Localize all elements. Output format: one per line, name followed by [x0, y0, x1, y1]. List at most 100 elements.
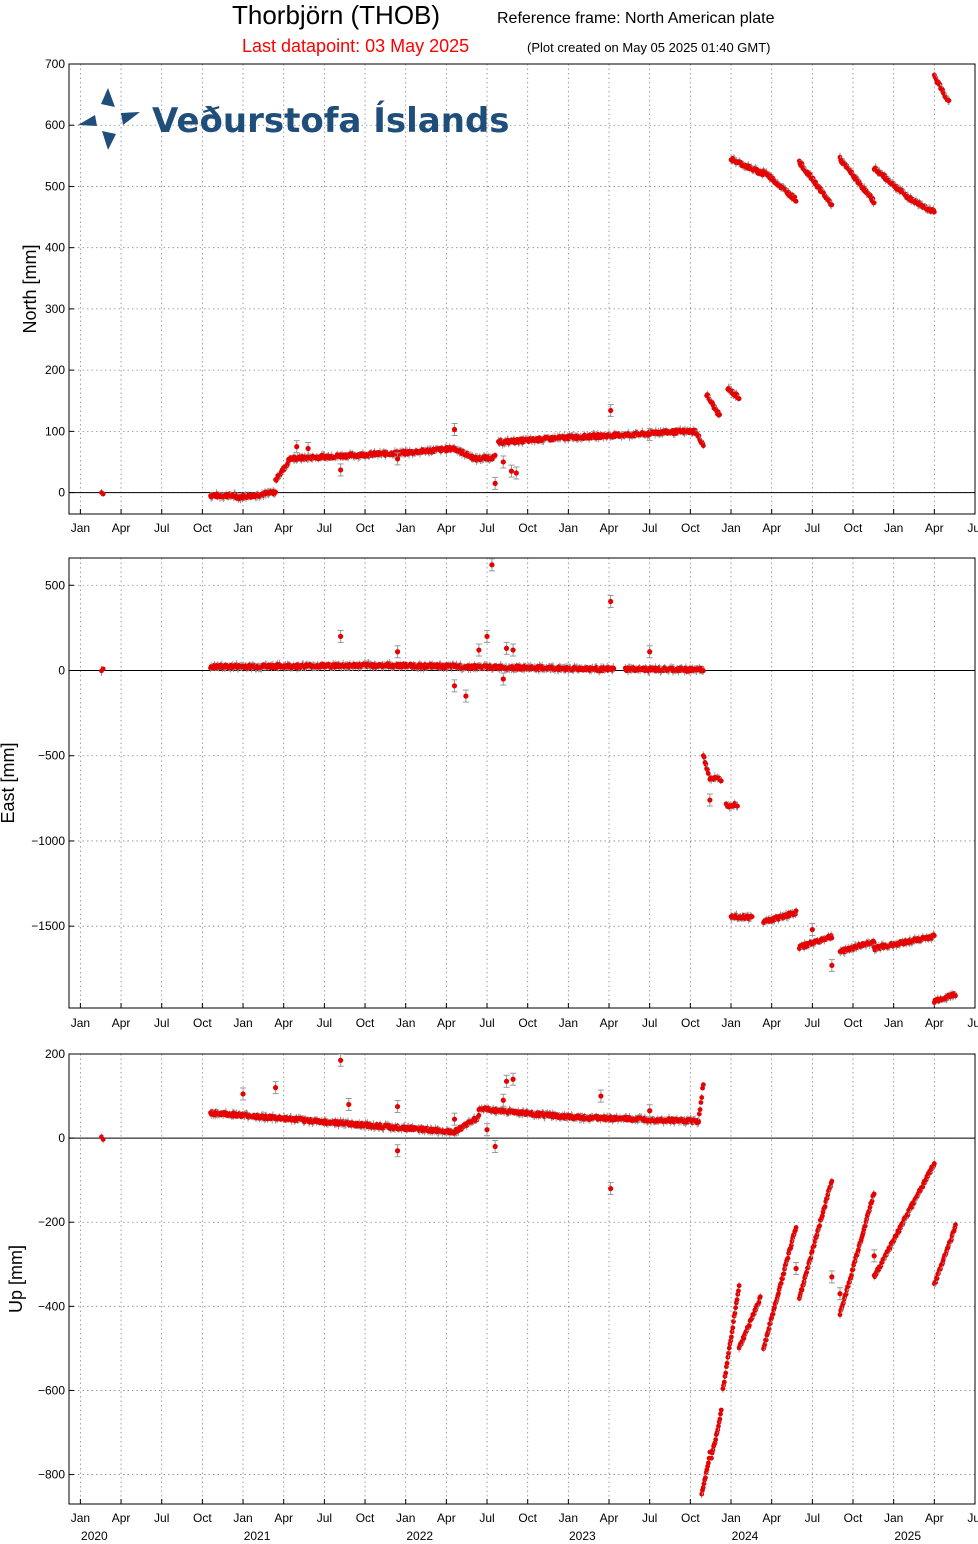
- x-tick-label: Oct: [844, 1511, 863, 1525]
- y-tick-label: 100: [45, 424, 65, 438]
- data-point: [793, 908, 799, 914]
- y-tick-label: −1500: [31, 919, 65, 933]
- x-tick-label: Jan: [233, 521, 252, 535]
- x-tick-label: Jan: [71, 1511, 90, 1525]
- x-tick-label: Apr: [925, 1511, 944, 1525]
- x-tick-label: Oct: [518, 1511, 537, 1525]
- x-tick-label: Apr: [600, 1016, 619, 1030]
- outlier-point: [489, 562, 495, 568]
- x-year-label: 2024: [732, 1529, 759, 1543]
- x-tick-label: Apr: [274, 1016, 293, 1030]
- outlier-point: [647, 431, 653, 438]
- x-year-label: 2025: [894, 1529, 921, 1543]
- y-tick-label: 500: [45, 179, 65, 193]
- x-tick-label: Jan: [71, 521, 90, 535]
- x-tick-label: Jul: [154, 521, 169, 535]
- x-tick-label: Jul: [805, 521, 820, 535]
- data-point: [611, 666, 617, 671]
- y-tick-label: 0: [58, 1131, 65, 1145]
- x-tick-label: Jul: [479, 1016, 494, 1030]
- outlier-point: [492, 480, 498, 486]
- x-tick-label: Oct: [356, 1511, 375, 1525]
- x-tick-label: Jul: [805, 1016, 820, 1030]
- x-year-label: 2022: [406, 1529, 433, 1543]
- outlier-point: [394, 456, 401, 462]
- chart-title: Thorbjörn (THOB): [232, 0, 440, 30]
- x-tick-label: Jan: [71, 1016, 90, 1030]
- data-point: [100, 666, 106, 672]
- outlier-point: [500, 676, 506, 682]
- x-tick-label: Jan: [233, 1511, 252, 1525]
- x-tick-label: Apr: [762, 1511, 781, 1525]
- outlier-point: [394, 649, 401, 655]
- x-tick-label: Jul: [642, 521, 657, 535]
- outlier-point: [484, 633, 490, 640]
- y-tick-label: 700: [45, 57, 65, 71]
- x-tick-label: Jul: [317, 1511, 332, 1525]
- x-tick-label: Jan: [559, 1511, 578, 1525]
- x-tick-label: Jul: [154, 1511, 169, 1525]
- outlier-point: [500, 459, 506, 465]
- x-tick-label: Apr: [762, 521, 781, 535]
- y-tick-label: −600: [38, 1383, 65, 1397]
- x-tick-label: Jan: [396, 521, 415, 535]
- x-tick-label: Jan: [884, 521, 903, 535]
- data-points: [99, 71, 952, 504]
- x-tick-label: Jul: [967, 1016, 978, 1030]
- x-tick-label: Jan: [721, 1511, 740, 1525]
- data-point: [931, 933, 937, 939]
- data-point: [700, 443, 706, 449]
- x-tick-label: Oct: [356, 521, 375, 535]
- data-point: [931, 209, 937, 215]
- x-tick-label: Apr: [112, 1016, 131, 1030]
- y-tick-label: 600: [45, 118, 65, 132]
- x-tick-label: Apr: [112, 1511, 131, 1525]
- outlier-point: [647, 649, 653, 655]
- x-year-label: 2021: [244, 1529, 271, 1543]
- x-tick-label: Jan: [721, 1016, 740, 1030]
- panel-1: Jan Apr Jul Oct Jan Apr Jul Oct Jan Apr Jul Oct Jan A…: [20, 57, 978, 535]
- data-point: [701, 754, 707, 760]
- x-tick-label: Jan: [884, 1511, 903, 1525]
- outlier-point: [809, 926, 815, 933]
- x-tick-label: Jan: [884, 1016, 903, 1030]
- plot-frame: [68, 1053, 976, 1505]
- data-point: [749, 914, 755, 920]
- x-tick-label: Apr: [925, 1016, 944, 1030]
- x-tick-label: Oct: [681, 1016, 700, 1030]
- outlier-point: [338, 633, 344, 640]
- x-tick-label: Apr: [600, 521, 619, 535]
- outlier-point: [508, 468, 515, 474]
- y-tick-label: −500: [38, 749, 65, 763]
- y-tick-label: −400: [38, 1299, 65, 1313]
- y-tick-label: 0: [58, 664, 65, 678]
- outlier-point: [294, 444, 300, 450]
- x-tick-label: Jan: [233, 1016, 252, 1030]
- y-tick-label: 200: [45, 363, 65, 377]
- data-point: [492, 452, 498, 458]
- data-point: [705, 771, 711, 776]
- outlier-point: [338, 467, 344, 473]
- last-datapoint-label: Last datapoint: 03 May 2025: [242, 36, 469, 56]
- y-axis-label: East [mm]: [0, 742, 18, 823]
- data-point: [793, 198, 799, 204]
- data-point: [871, 940, 877, 945]
- x-tick-label: Apr: [762, 1016, 781, 1030]
- data-point: [946, 98, 952, 103]
- data-point: [735, 803, 740, 809]
- data-point: [700, 668, 706, 674]
- x-year-label: 2020: [81, 1529, 108, 1543]
- x-tick-label: Jan: [559, 521, 578, 535]
- y-axis-label: Up [mm]: [6, 1245, 26, 1313]
- panel-2: Jan Apr Jul Oct Jan Apr Jul Oct Jan Apr Jul Oct Jan A…: [0, 557, 978, 1030]
- data-point: [717, 412, 723, 418]
- plot-frame: [68, 557, 976, 1009]
- panel-3: Jan 2020 Apr Jul Oct Jan 2021 Apr Jul Oct Jan 2022 A…: [6, 1047, 978, 1543]
- y-tick-label: −800: [38, 1468, 65, 1482]
- outlier-point: [707, 797, 713, 803]
- data-points: [99, 1054, 958, 1499]
- x-tick-label: Jul: [805, 1511, 820, 1525]
- data-point: [870, 196, 876, 201]
- x-tick-label: Apr: [437, 1511, 456, 1525]
